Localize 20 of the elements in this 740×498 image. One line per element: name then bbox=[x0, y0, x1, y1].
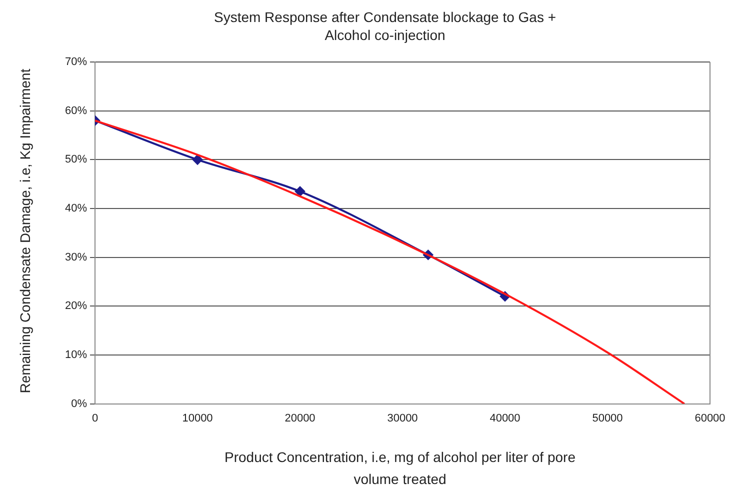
x-tick-label: 0 bbox=[92, 412, 98, 424]
x-axis-title: Product Concentration, i.e, mg of alcohol per liter of pore volume treated bbox=[224, 448, 576, 489]
y-axis-title: Remaining Condensate Damage, i.e, Kg Impairment bbox=[16, 68, 34, 396]
chart-title: System Response after Condensate blockage to Gas + Alcohol co-injection bbox=[212, 8, 558, 44]
x-tick-label: 60000 bbox=[694, 412, 726, 424]
y-tick-label: 60% bbox=[64, 104, 88, 117]
y-tick-label: 20% bbox=[64, 300, 88, 312]
y-tick-label: 0% bbox=[71, 398, 88, 410]
y-tick-label: 70% bbox=[64, 56, 88, 68]
x-tick-label: 20000 bbox=[284, 412, 316, 424]
y-tick-label: 40% bbox=[64, 202, 88, 215]
y-tick-label: 50% bbox=[64, 154, 88, 166]
x-tick-label: 10000 bbox=[182, 412, 213, 424]
point bbox=[192, 154, 203, 165]
x-tick-label: 30000 bbox=[387, 412, 418, 424]
y-tick-label: 10% bbox=[64, 349, 88, 362]
y-tick-label: 30% bbox=[64, 251, 88, 264]
point bbox=[295, 186, 306, 196]
x-tick-label: 40000 bbox=[490, 412, 520, 424]
x-tick-label: 50000 bbox=[592, 412, 623, 424]
